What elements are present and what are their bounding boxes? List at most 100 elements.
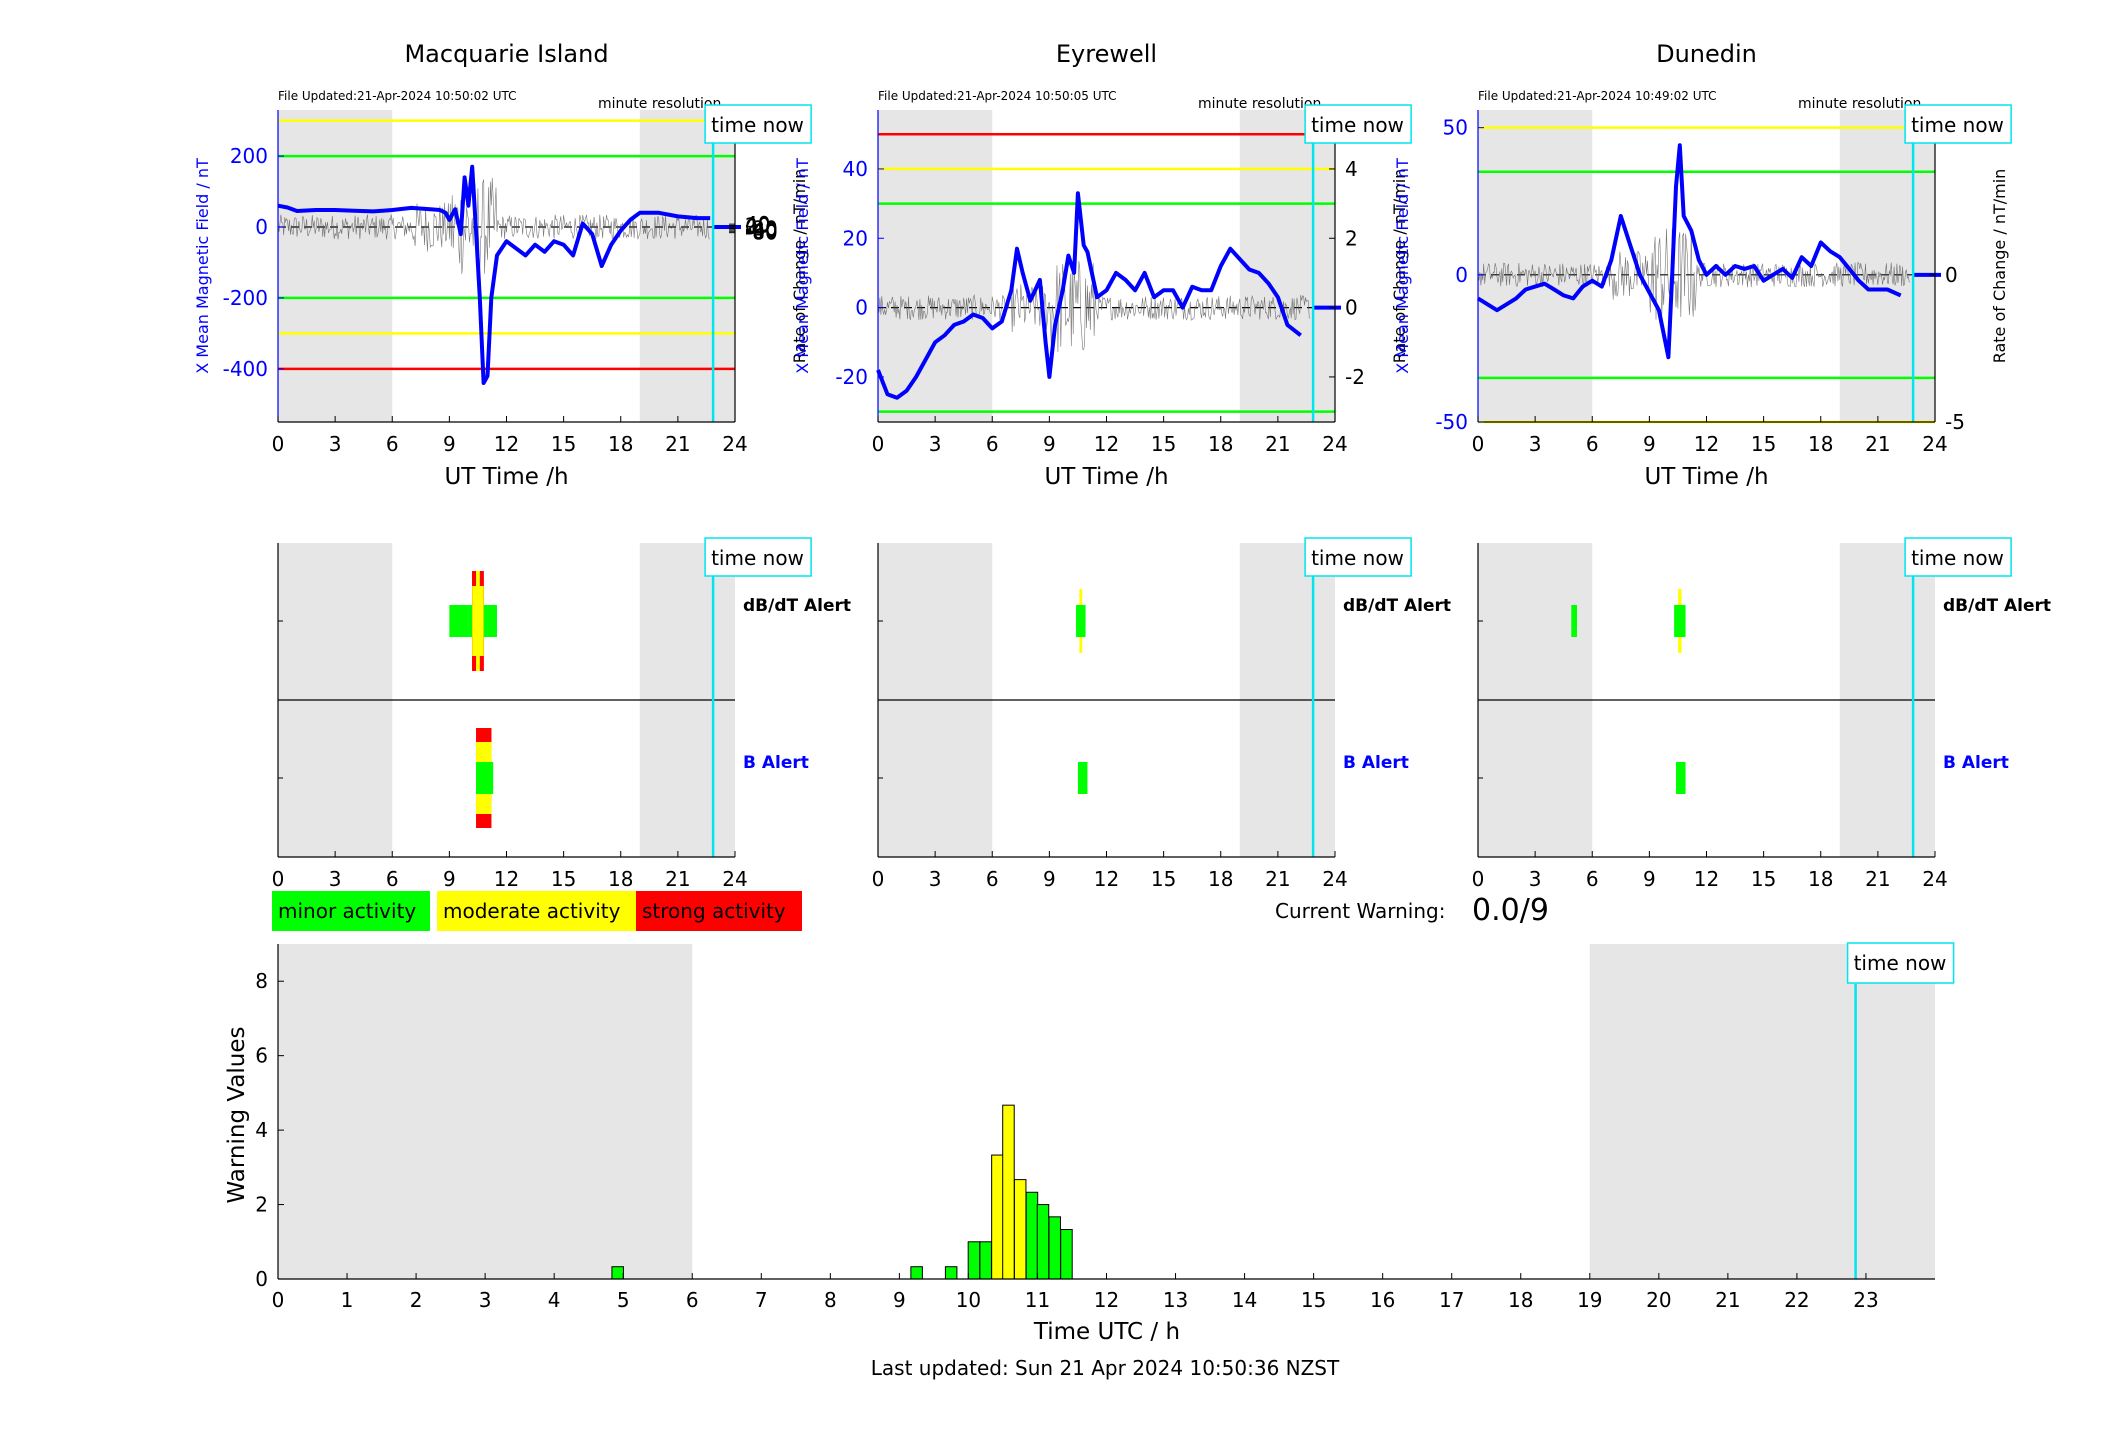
- file-updated-label: File Updated:21-Apr-2024 10:50:02 UTC: [278, 89, 517, 103]
- legend-minor-label: minor activity: [278, 899, 416, 923]
- warning-bar: [1060, 1228, 1073, 1280]
- x-tick-label: 0: [1472, 867, 1485, 891]
- x-field-line: [876, 191, 1302, 400]
- night-shading: [1589, 944, 1935, 1279]
- x-tick-label: 0: [1472, 432, 1485, 456]
- x-tick-label: 21: [1865, 867, 1890, 891]
- x-tick-label: 15: [1301, 1288, 1326, 1312]
- time-now-label: time now: [711, 546, 804, 570]
- x-tick-label: 15: [1151, 432, 1176, 456]
- time-now-label: time now: [1911, 546, 2004, 570]
- b-alert-minor: [476, 762, 494, 794]
- rate-of-change-line: [277, 177, 710, 274]
- right-tick-label: -80: [745, 221, 778, 245]
- warning-bar: [1025, 1191, 1039, 1280]
- x-tick-label: 23: [1853, 1288, 1878, 1312]
- x-tick-label: 18: [1808, 432, 1833, 456]
- resolution-label: minute resolution: [1798, 96, 1921, 112]
- x-tick-label: 18: [608, 867, 633, 891]
- right-y-axis-label: Rate of Change / nT/min: [790, 169, 809, 364]
- x-tick-label: 24: [1922, 867, 1947, 891]
- y-tick-label: 8: [255, 969, 268, 993]
- time-now-label: time now: [1854, 951, 1947, 975]
- time-now-box: [704, 537, 812, 577]
- last-updated: Last updated: Sun 21 Apr 2024 10:50:36 N…: [871, 1356, 1340, 1380]
- x-axis-label: UT Time /h: [444, 464, 568, 490]
- dbdt-alert-moderate: [472, 586, 484, 656]
- x-tick-label: 3: [1529, 432, 1542, 456]
- rate-of-change-line: [877, 260, 1310, 353]
- legend-moderate-swatch: [437, 891, 636, 931]
- x-tick-label: 15: [1751, 432, 1776, 456]
- y-tick-label: 6: [255, 1044, 268, 1068]
- x-tick-label: 9: [893, 1288, 906, 1312]
- legend-minor-swatch: [272, 891, 430, 931]
- x-tick-label: 24: [1922, 432, 1947, 456]
- left-tick-label: 0: [855, 296, 868, 320]
- x-tick-label: 3: [329, 432, 342, 456]
- x-tick-label: 15: [551, 867, 576, 891]
- legend-strong-label: strong activity: [642, 899, 786, 923]
- x-tick-label: 18: [1208, 432, 1233, 456]
- warning-bar: [1002, 1104, 1015, 1280]
- left-tick-label: 0: [1455, 263, 1468, 287]
- x-tick-label: 24: [722, 432, 747, 456]
- warning-bar: [1013, 1179, 1027, 1280]
- x-tick-label: 8: [824, 1288, 837, 1312]
- x-tick-label: 21: [665, 432, 690, 456]
- right-tick-label: -20: [745, 216, 778, 240]
- b-alert-label: B Alert: [743, 753, 809, 773]
- x-tick-label: 21: [665, 867, 690, 891]
- x-tick-label: 4: [548, 1288, 561, 1312]
- x-tick-label: 6: [986, 432, 999, 456]
- x-tick-label: 7: [755, 1288, 768, 1312]
- resolution-label: minute resolution: [598, 96, 721, 112]
- x-tick-label: 3: [1529, 867, 1542, 891]
- resolution-label: minute resolution: [1198, 96, 1321, 112]
- warning-bar: [910, 1266, 923, 1280]
- x-axis-label: UT Time /h: [1644, 464, 1768, 490]
- x-tick-label: 3: [929, 867, 942, 891]
- right-tick-label: -5: [1945, 410, 1965, 434]
- right-tick-label: 0: [1345, 296, 1358, 320]
- time-now-label: time now: [1311, 113, 1404, 137]
- x-tick-label: 12: [494, 867, 519, 891]
- dbdt-alert-minor: [1076, 605, 1086, 637]
- night-shading: [1239, 110, 1335, 422]
- file-updated-label: File Updated:21-Apr-2024 10:49:02 UTC: [1478, 89, 1717, 103]
- right-tick-label: -60: [745, 219, 778, 243]
- x-tick-label: 12: [494, 432, 519, 456]
- warning-bar: [1036, 1204, 1050, 1280]
- x-tick-label: 12: [1094, 432, 1119, 456]
- x-tick-label: 18: [1808, 867, 1833, 891]
- x-tick-label: 18: [1508, 1288, 1533, 1312]
- left-tick-label: 0: [255, 215, 268, 239]
- night-shading: [1839, 110, 1935, 422]
- x-tick-label: 15: [1151, 867, 1176, 891]
- x-tick-label: 9: [443, 867, 456, 891]
- x-tick-label: 15: [1751, 867, 1776, 891]
- dbdt-alert-minor: [487, 605, 497, 637]
- night-shading: [878, 110, 993, 422]
- dbdt-alert-label: dB/dT Alert: [743, 596, 851, 616]
- x-tick-label: 21: [1265, 867, 1290, 891]
- x-tick-label: 10: [956, 1288, 981, 1312]
- x-tick-label: 9: [1043, 867, 1056, 891]
- station-title: Eyrewell: [1056, 40, 1157, 68]
- x-field-line: [1476, 143, 1902, 360]
- x-tick-label: 3: [479, 1288, 492, 1312]
- x-tick-label: 6: [1586, 867, 1599, 891]
- x-tick-label: 21: [1865, 432, 1890, 456]
- x-tick-label: 17: [1439, 1288, 1464, 1312]
- right-tick-label: 0: [1945, 263, 1958, 287]
- left-tick-label: 50: [1443, 116, 1468, 140]
- dbdt-alert-minor: [1571, 605, 1578, 637]
- b-alert-minor: [1077, 762, 1088, 794]
- x-tick-label: 9: [1043, 432, 1056, 456]
- x-tick-label: 3: [929, 432, 942, 456]
- right-y-axis-label: Rate of Change / nT/min: [1990, 169, 2009, 364]
- x-tick-label: 13: [1163, 1288, 1188, 1312]
